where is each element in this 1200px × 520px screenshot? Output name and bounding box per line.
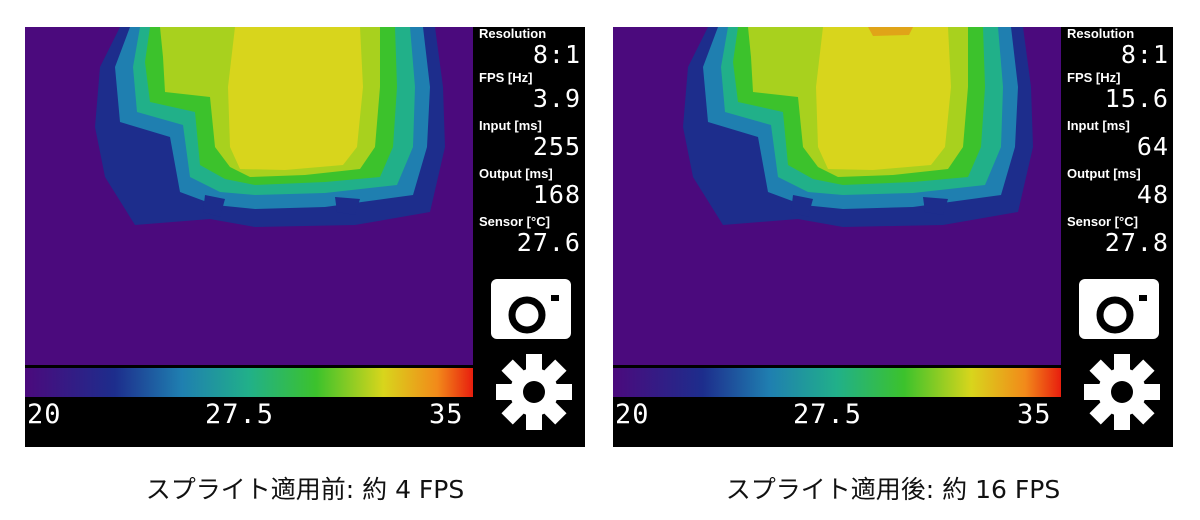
fps-label: FPS [Hz] (1067, 70, 1121, 85)
fps-value: 15.6 (1104, 84, 1169, 113)
scale-max-label: 35 (429, 399, 464, 430)
sensor-label: Sensor [°C] (479, 214, 550, 229)
fps-value: 3.9 (532, 84, 581, 113)
output-value: 48 (1136, 180, 1169, 209)
resolution-value: 8:1 (532, 40, 581, 69)
input-label: Input [ms] (1067, 118, 1130, 133)
resolution-value: 8:1 (1120, 40, 1169, 69)
camera-icon (508, 295, 559, 334)
color-scale-bar (613, 368, 1061, 397)
sensor-value: 27.8 (1104, 228, 1169, 257)
scale-max-label: 35 (1017, 399, 1052, 430)
scale-min-label: 20 (27, 399, 62, 430)
resolution-label: Resolution (1067, 27, 1135, 41)
thermal-heatmap (25, 27, 473, 365)
output-label: Output [ms] (1067, 166, 1141, 181)
sensor-label: Sensor [°C] (1067, 214, 1138, 229)
gear-icon (496, 354, 572, 430)
color-scale-bar (25, 368, 473, 397)
thermal-view-before: 20 27.5 35 Resolution 8:1 FPS [Hz] 3.9 I… (25, 27, 585, 447)
fps-label: FPS [Hz] (479, 70, 533, 85)
stats-sidebar: Resolution 8:1 FPS [Hz] 15.6 Input [ms] … (1065, 27, 1173, 447)
camera-button[interactable] (1079, 279, 1159, 339)
input-value: 64 (1136, 132, 1169, 161)
sensor-value: 27.6 (516, 228, 581, 257)
camera-button[interactable] (491, 279, 571, 339)
input-value: 255 (532, 132, 581, 161)
input-label: Input [ms] (479, 118, 542, 133)
thermal-view-after: 20 27.5 35 Resolution 8:1 FPS [Hz] 15.6 … (613, 27, 1173, 447)
scale-mid-label: 27.5 (205, 399, 275, 430)
settings-button[interactable] (1083, 353, 1161, 431)
stats-sidebar: Resolution 8:1 FPS [Hz] 3.9 Input [ms] 2… (477, 27, 585, 447)
thermal-heatmap (613, 27, 1061, 365)
settings-button[interactable] (495, 353, 573, 431)
camera-icon (1096, 295, 1147, 334)
scale-min-label: 20 (615, 399, 650, 430)
gear-icon (1084, 354, 1160, 430)
output-value: 168 (532, 180, 581, 209)
caption-after: スプライト適用後: 約 16 FPS (725, 475, 1061, 504)
resolution-label: Resolution (479, 27, 547, 41)
output-label: Output [ms] (479, 166, 553, 181)
caption-before: スプライト適用前: 約 4 FPS (145, 475, 465, 504)
scale-mid-label: 27.5 (793, 399, 863, 430)
